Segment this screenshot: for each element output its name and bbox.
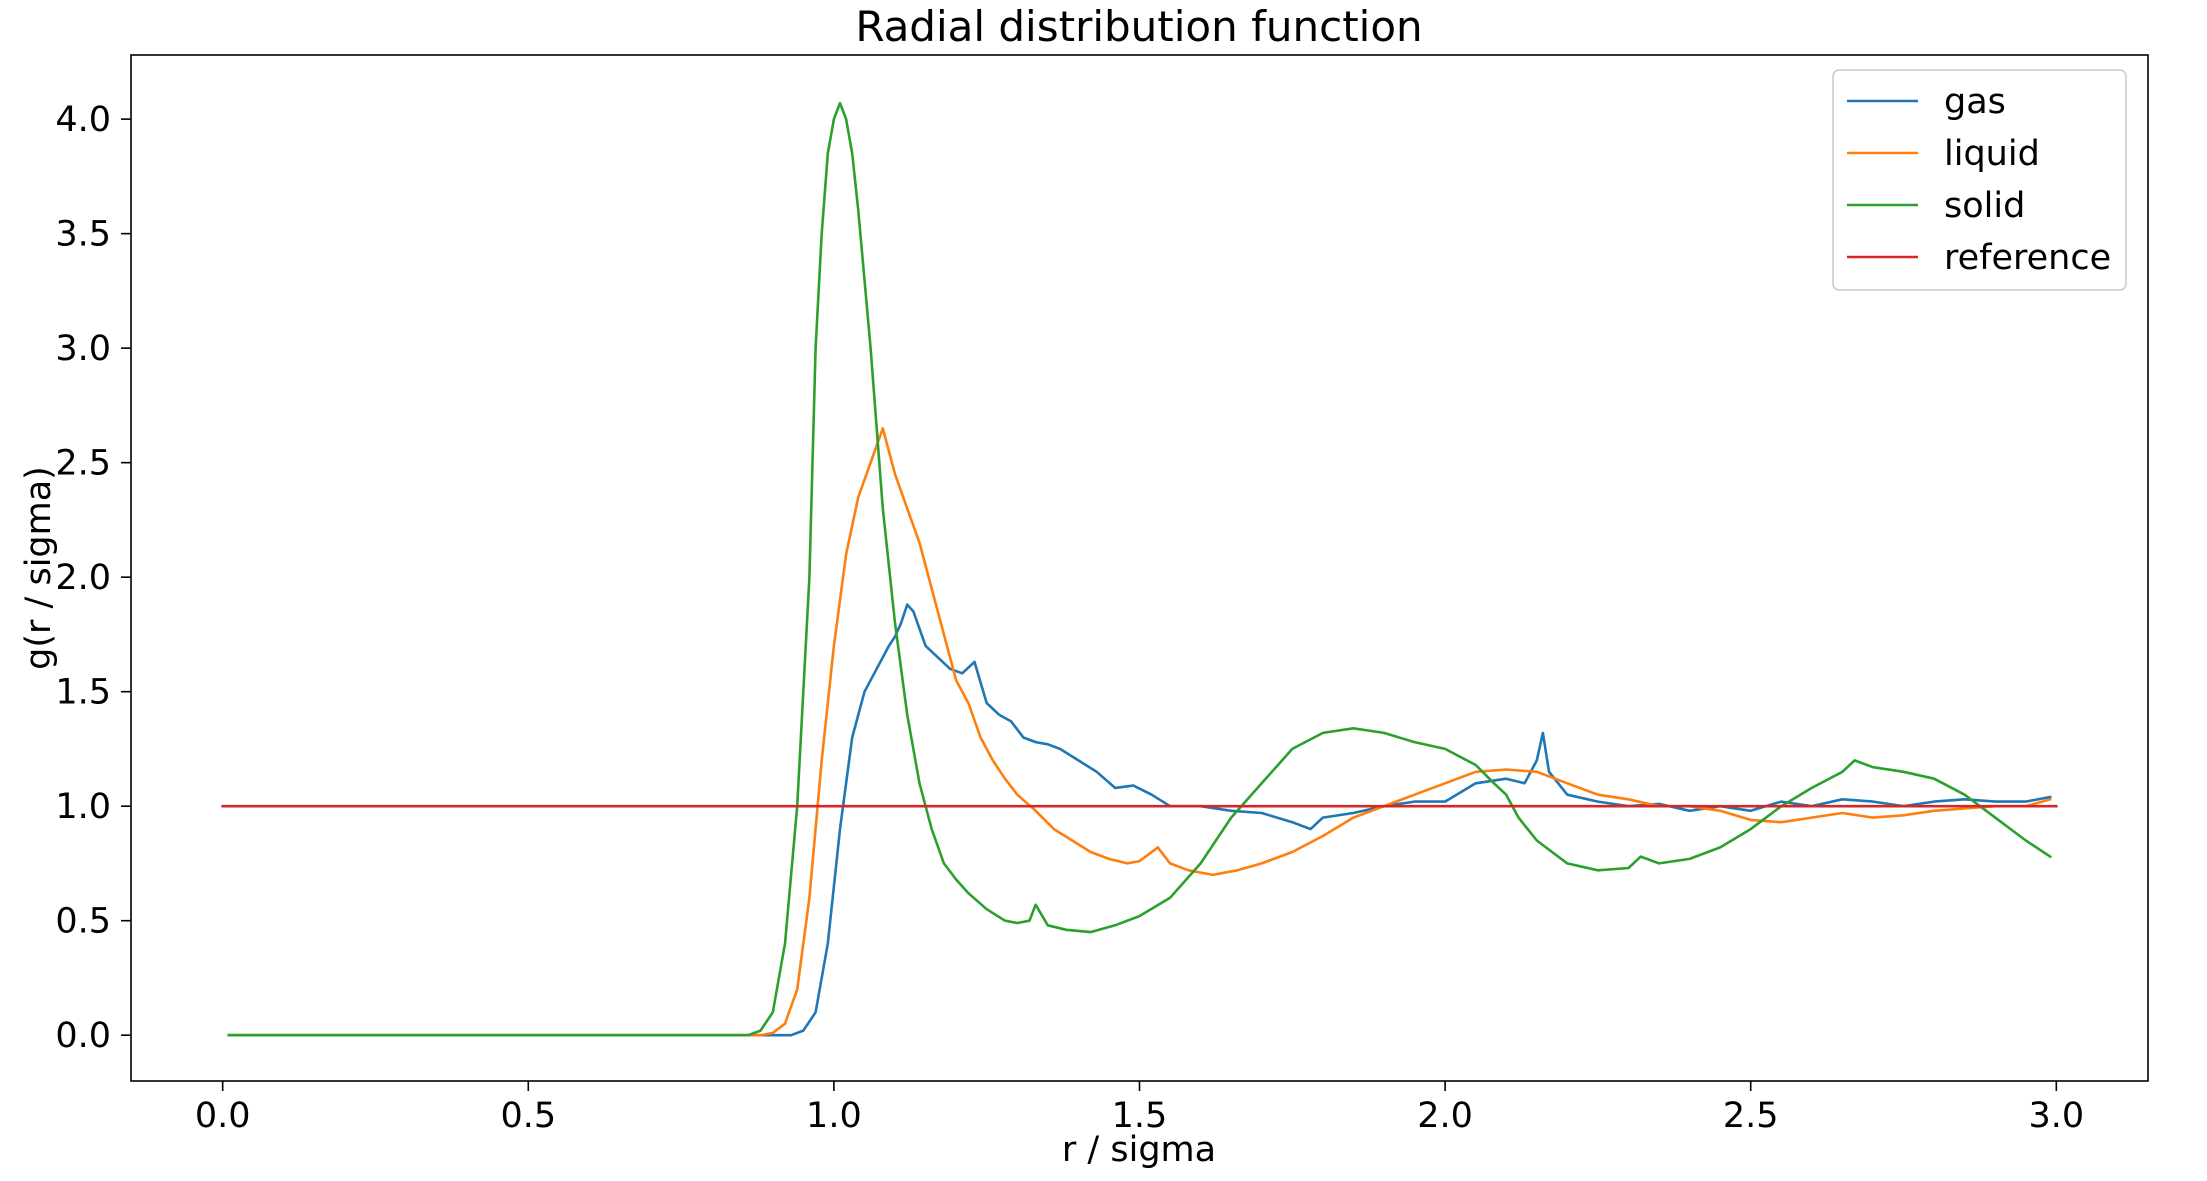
y-tick-label: 1.5 — [55, 673, 111, 713]
y-axis-label: g(r / sigma) — [19, 466, 59, 670]
y-tick-label: 4.0 — [55, 100, 111, 140]
series-line-solid — [227, 101, 2053, 1037]
x-tick-label: 2.0 — [1417, 1096, 1473, 1136]
y-axis: 0.0 0.5 1.0 1.5 2.0 2.5 3.0 3.5 4.0 — [55, 100, 131, 1056]
y-tick-label: 2.0 — [55, 558, 111, 598]
legend-box — [1832, 69, 2127, 291]
chart-title: Radial distribution function — [855, 2, 1422, 51]
x-axis: 0.0 0.5 1.0 1.5 2.0 2.5 3.0 — [195, 1081, 2084, 1136]
y-tick-label: 2.5 — [55, 444, 111, 484]
x-tick-label: 3.0 — [2028, 1096, 2084, 1136]
legend-label-gas: gas — [1944, 82, 2006, 122]
legend-label-liquid: liquid — [1944, 134, 2040, 174]
x-axis-label: r / sigma — [1062, 1130, 1216, 1170]
y-tick-label: 3.0 — [55, 329, 111, 369]
legend-label-solid: solid — [1944, 186, 2025, 226]
series-line-liquid — [227, 426, 2052, 1037]
x-tick-label: 1.5 — [1112, 1096, 1168, 1136]
x-tick-label: 1.0 — [806, 1096, 862, 1136]
x-tick-label: 2.5 — [1723, 1096, 1779, 1136]
legend: gas liquid solid reference — [1832, 69, 2127, 291]
x-tick-label: 0.5 — [500, 1096, 556, 1136]
series-layer — [221, 101, 2058, 1037]
y-tick-label: 1.0 — [55, 787, 111, 827]
x-tick-label: 0.0 — [195, 1096, 251, 1136]
legend-entries: gas liquid solid reference — [1847, 82, 2111, 278]
plot-area — [130, 54, 2149, 1082]
y-tick-label: 0.0 — [55, 1016, 111, 1056]
y-tick-label: 0.5 — [55, 902, 111, 942]
legend-label-reference: reference — [1944, 238, 2111, 278]
y-tick-label: 3.5 — [55, 215, 111, 255]
